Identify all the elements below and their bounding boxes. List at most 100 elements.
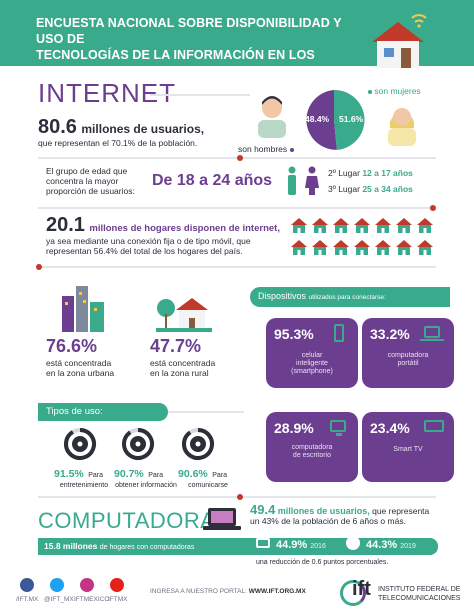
device-label: computadora portátil <box>362 352 454 368</box>
home-pictogram-icon <box>375 218 391 233</box>
desktop-stand <box>336 433 342 436</box>
reduction-note: una reducción de 0.6 puntos porcentuales… <box>256 559 389 566</box>
gauge-communication-icon <box>182 428 214 460</box>
gauge-information-icon <box>122 428 154 460</box>
rural-label-line: está concentrada <box>150 358 216 368</box>
woman-avatar-icon <box>388 108 416 146</box>
women-label-text: son mujeres <box>374 86 421 96</box>
use-label: Para <box>88 472 104 479</box>
users-text: millones de usuarios, <box>81 122 205 136</box>
devices-title-small: utilizados para conectarse: <box>308 294 386 301</box>
device-label-line: computadora <box>387 352 429 359</box>
rural-label-line: en la zona rural <box>150 368 209 378</box>
people-icon <box>288 166 319 195</box>
homes-text: millones de hogares disponen de internet… <box>89 223 280 234</box>
divider <box>38 207 436 209</box>
age-text: El grupo de edad que concentra la mayor … <box>46 166 135 196</box>
city-buildings-icon <box>62 286 104 332</box>
pie-slice-women <box>334 89 365 150</box>
homes-pictogram <box>290 216 440 260</box>
internet-heading: INTERNET <box>38 78 176 108</box>
device-label: computadora de escritorio <box>266 444 358 460</box>
tv-icon <box>424 420 444 432</box>
device-pct: 95.3% <box>274 326 314 342</box>
use-label: entretenimiento <box>59 482 109 489</box>
second-place-label: 2º Lugar <box>328 168 360 178</box>
third-place-label: 3º Lugar <box>328 184 360 194</box>
year-2019: 2019 <box>400 543 416 550</box>
portal-link[interactable]: WWW.IFT.ORG.MX <box>248 588 306 595</box>
smartphone-icon <box>334 324 344 342</box>
twitter-icon[interactable] <box>50 578 64 592</box>
computer-homes-bar <box>38 538 438 555</box>
uses-title: Tipos de uso: <box>38 403 168 421</box>
device-pct: 28.9% <box>274 420 314 436</box>
use-label: Para <box>148 472 164 479</box>
divider-dot <box>36 264 42 270</box>
device-label-line: de escritorio <box>292 452 332 459</box>
title-line-1: ENCUESTA NACIONAL SOBRE DISPONIBILIDAD Y… <box>36 16 342 46</box>
homes-sub-line: ya sea mediante una conexión fija o de t… <box>46 236 251 246</box>
women-label: son mujeres <box>368 86 421 96</box>
age-text-line: proporción de usuarios: <box>46 186 135 196</box>
devices-title: Dispositivos utilizados para conectarse: <box>250 287 450 307</box>
brand-name: INSTITUTO FEDERAL DE TELECOMUNICACIONES <box>378 585 460 603</box>
computer-homes-number: 15.8 millones <box>44 541 98 551</box>
instagram-link[interactable]: IFTMEXICO <box>74 596 110 603</box>
urban-pct: 76.6% <box>46 336 98 356</box>
homes-sub: ya sea mediante una conexión fija o de t… <box>46 236 251 256</box>
age-text-line: concentra la mayor <box>46 176 119 186</box>
device-card-desktop: 28.9% computadora de escritorio <box>266 412 358 482</box>
homes-stat: 20.1 millones de hogares disponen de int… <box>46 214 280 237</box>
second-place-range: 12 a 17 años <box>362 168 413 178</box>
second-place: 2º Lugar 12 a 17 años <box>328 168 413 178</box>
divider-dot <box>430 205 436 211</box>
desktop-icon <box>330 420 346 432</box>
facebook-icon[interactable] <box>20 578 34 592</box>
facebook-link[interactable]: /IFT.MX <box>16 596 39 603</box>
users-number: 80.6 <box>38 116 77 138</box>
computer-homes-text: de hogares con computadoras <box>99 544 195 551</box>
urban-label-line: está concentrada <box>46 358 112 368</box>
ift-logo-text: ift <box>352 578 371 600</box>
youtube-link[interactable]: IFTMX <box>108 596 128 603</box>
use-label: comunicarse <box>188 482 228 489</box>
instagram-icon[interactable] <box>80 578 94 592</box>
home-pictogram-icon <box>312 218 328 233</box>
home-pictogram-icon <box>312 240 328 255</box>
twitter-link[interactable]: @IFT_MX <box>44 596 74 603</box>
home-pictogram-icon <box>354 218 370 233</box>
laptop-small-icon <box>256 538 270 548</box>
laptop-base <box>420 339 444 341</box>
computer-users-text: millones de usuarios, <box>277 506 370 516</box>
divider <box>150 94 250 96</box>
pct-2016-value: 44.9% <box>276 539 308 551</box>
use-pct: 91.5% <box>54 468 84 480</box>
device-card-smartphone: 95.3% celular inteligente (smartphone) <box>266 318 358 388</box>
device-card-tv: 23.4% Smart TV <box>362 412 454 482</box>
legend-dot-icon <box>289 147 294 152</box>
check-icon <box>346 536 360 550</box>
divider-dot <box>237 494 243 500</box>
legend-dot-icon <box>368 89 372 94</box>
use-item: 90.6% Para comunicarse <box>178 464 238 489</box>
device-label-line: celular <box>301 352 323 359</box>
social-links: /IFT.MX @IFT_MX IFTMEXICO IFTMX <box>16 578 140 608</box>
device-label-line: inteligente <box>296 360 328 367</box>
women-pct-label: 51.6% <box>339 114 364 124</box>
device-label-line: Smart TV <box>393 446 423 453</box>
use-label: Para <box>212 472 228 479</box>
home-pictogram-icon <box>375 240 391 255</box>
men-label-text: son hombres <box>238 144 288 154</box>
house-wifi-icon <box>372 14 427 68</box>
computer-homes-stat: 15.8 millones de hogares con computadora… <box>44 541 194 551</box>
youtube-icon[interactable] <box>110 578 124 592</box>
third-place: 3º Lugar 25 a 34 años <box>328 184 413 194</box>
home-pictogram-icon <box>396 240 412 255</box>
computers-heading: COMPUTADORAS <box>38 508 231 533</box>
man-avatar-icon <box>258 96 286 138</box>
third-place-range: 25 a 34 años <box>362 184 413 194</box>
home-pictogram-icon <box>354 240 370 255</box>
device-label: Smart TV <box>362 446 454 454</box>
pct-2019: 44.3% 2019 <box>366 539 416 551</box>
